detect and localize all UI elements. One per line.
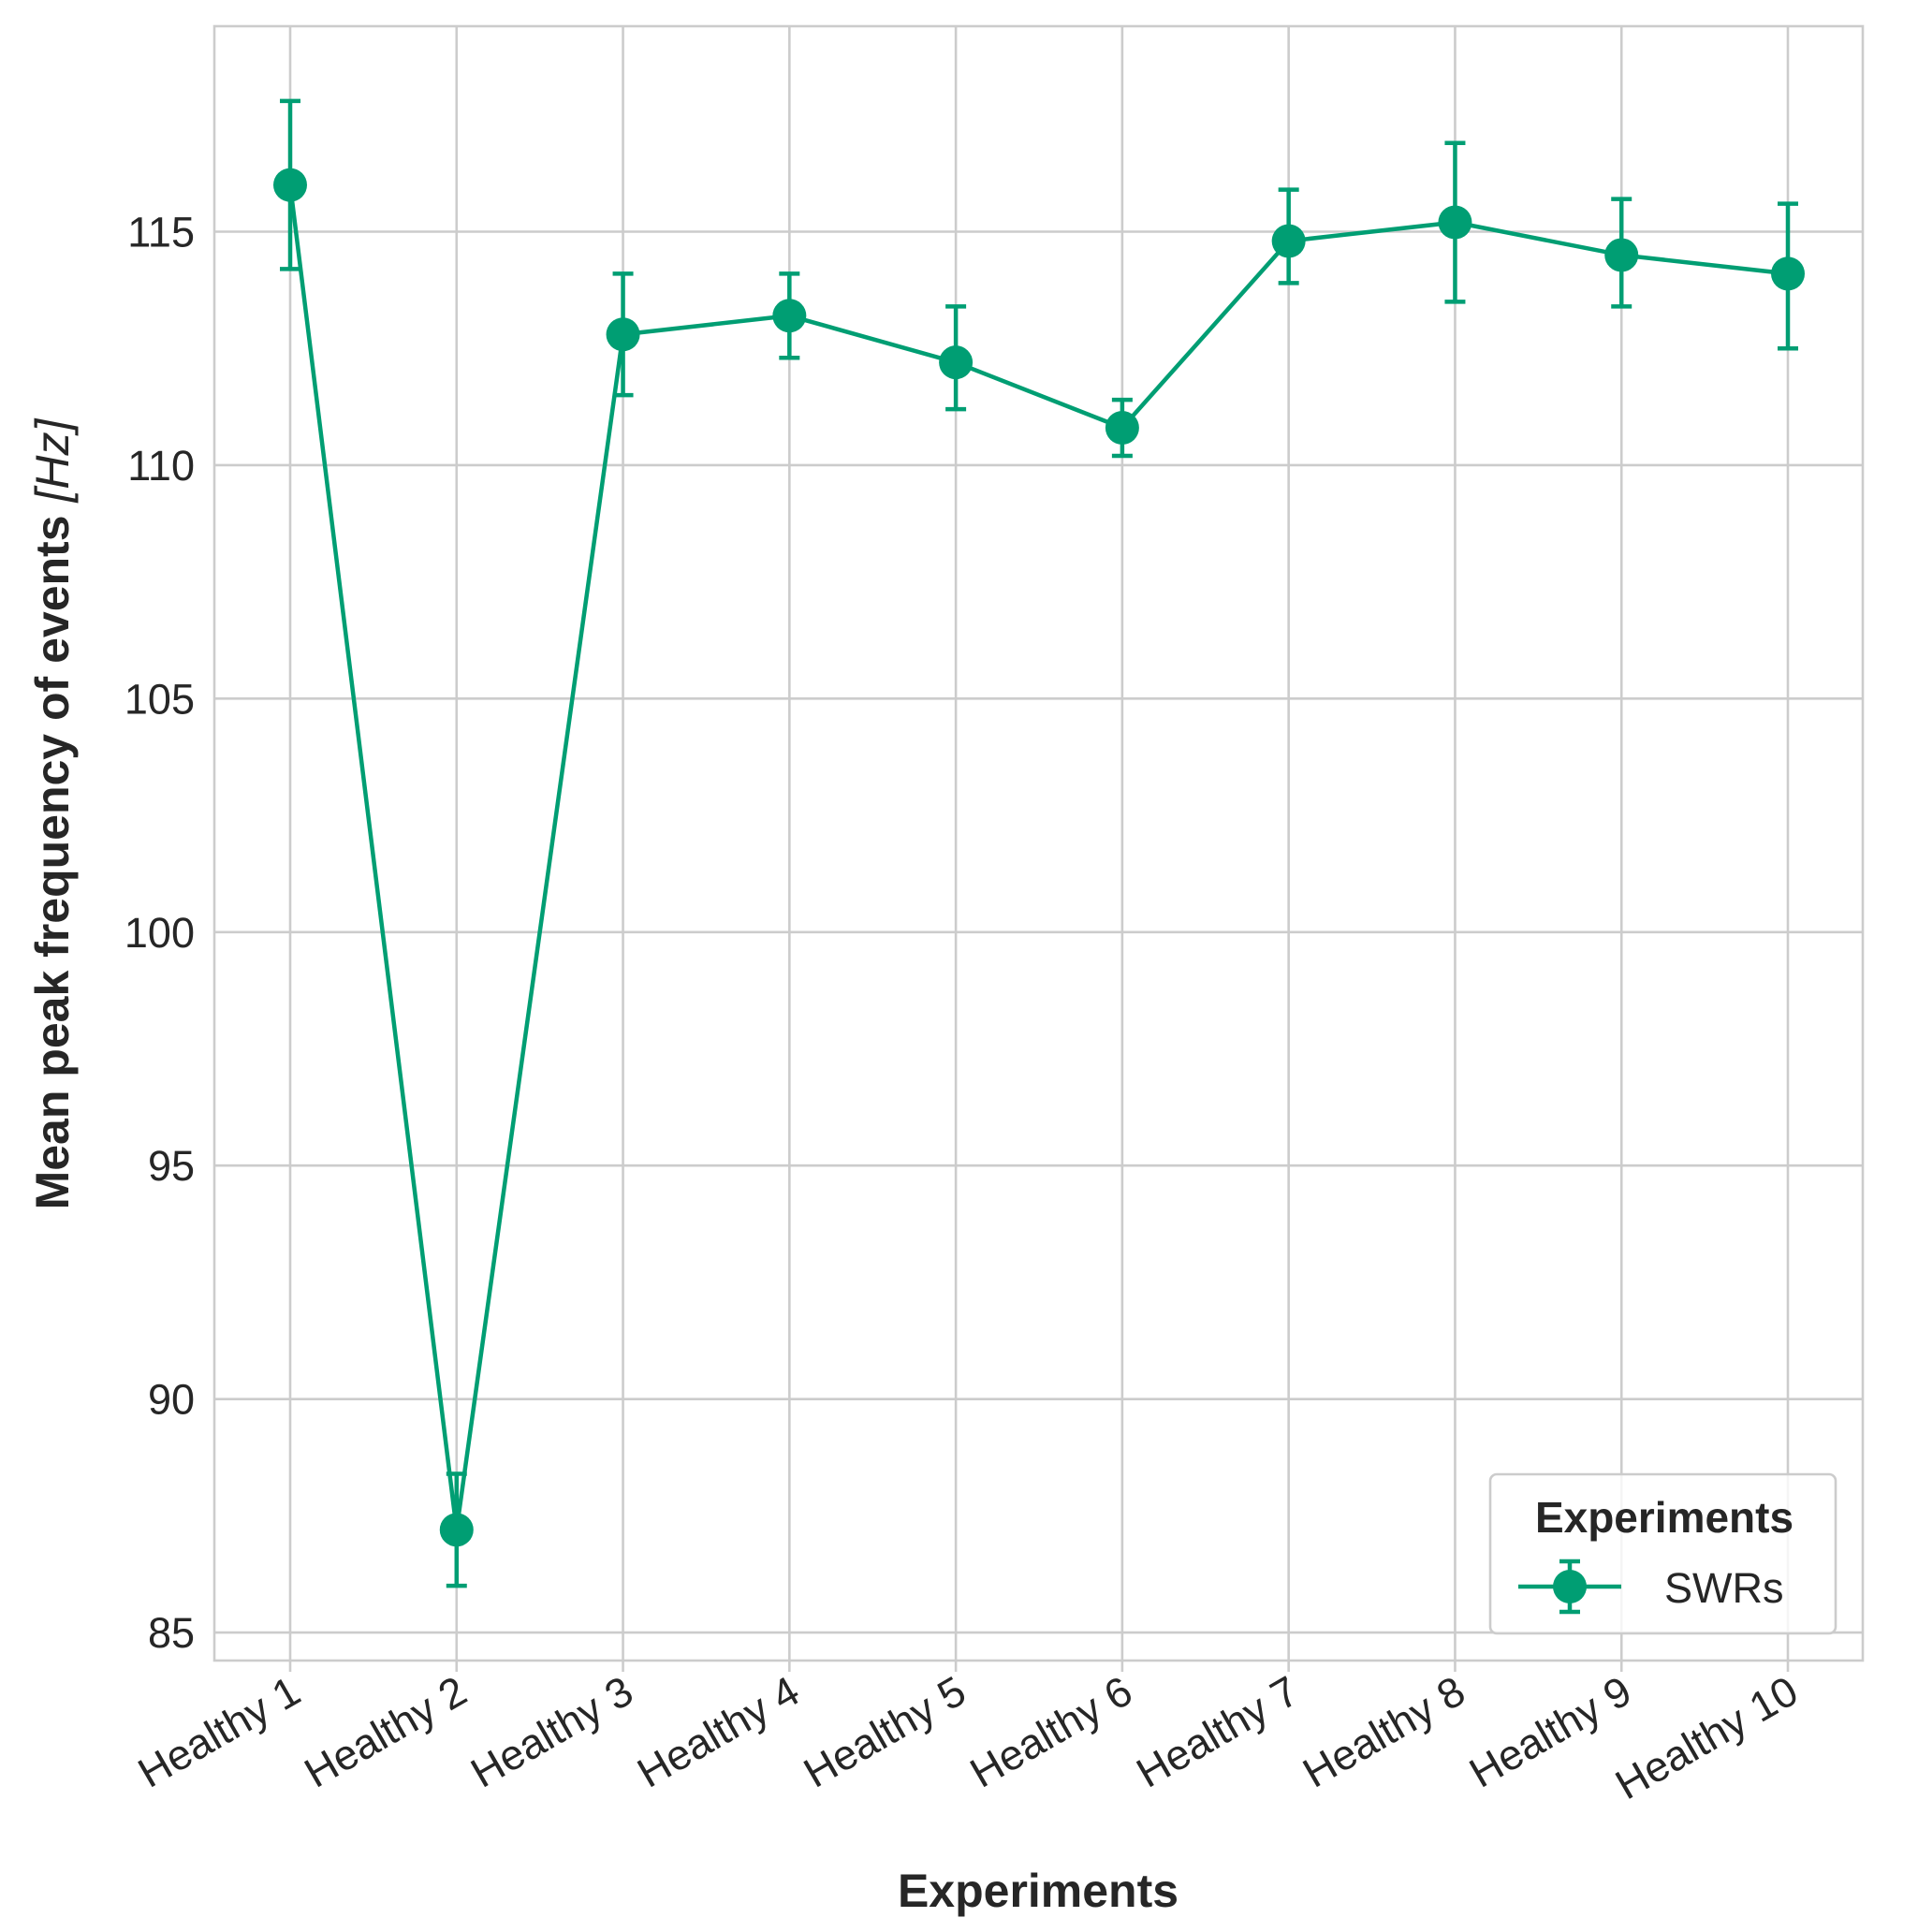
x-tick-label: Healthy 7: [1129, 1666, 1307, 1796]
y-tick-label: 105: [124, 675, 195, 723]
data-point: [1771, 256, 1805, 291]
series-swrs: [273, 98, 1805, 1588]
data-point: [1604, 238, 1639, 272]
data-point: [1105, 411, 1139, 446]
x-tick-label: Healthy 1: [130, 1666, 308, 1796]
y-tick-label: 95: [148, 1142, 195, 1190]
x-tick-label: Healthy 4: [629, 1666, 807, 1796]
legend: Experiments SWRs: [1488, 1472, 1837, 1635]
y-tick-label: 85: [148, 1609, 195, 1657]
y-axis-title: Mean peak frequency of events [Hz]: [26, 417, 79, 1209]
x-axis-title: Experiments: [898, 1865, 1179, 1917]
y-axis-unit: [Hz]: [26, 417, 79, 503]
legend-label-swrs: SWRs: [1664, 1564, 1784, 1612]
grid: [214, 26, 1863, 1661]
data-point: [939, 345, 974, 380]
y-tick-label: 110: [127, 442, 195, 490]
data-point: [273, 168, 307, 202]
y-tick-label: 90: [148, 1376, 195, 1424]
data-point: [1271, 224, 1306, 258]
legend-point: [1553, 1570, 1587, 1603]
y-axis-ticks: 85 90 95 100 105 110 115: [124, 208, 195, 1657]
x-tick-label: Healthy 5: [796, 1666, 974, 1796]
x-tick-label: Healthy 2: [297, 1666, 475, 1796]
x-tick-label: Healthy 3: [462, 1666, 640, 1796]
y-tick-label: 115: [127, 208, 195, 256]
x-tick-label: Healthy 6: [962, 1666, 1140, 1796]
plot-frame: [212, 24, 1865, 1662]
legend-title: Experiments: [1535, 1493, 1794, 1542]
x-tick-label: Healthy 10: [1607, 1666, 1806, 1808]
x-tick-label: Healthy 8: [1295, 1666, 1472, 1796]
data-point: [439, 1513, 474, 1547]
data-point: [772, 299, 807, 333]
data-point: [606, 317, 640, 352]
y-axis-title-text: Mean peak frequency of events: [26, 515, 79, 1209]
legend-marker: [1518, 1559, 1621, 1615]
y-tick-label: 100: [124, 909, 195, 957]
data-point: [1438, 205, 1472, 240]
series-line: [287, 184, 1789, 1532]
